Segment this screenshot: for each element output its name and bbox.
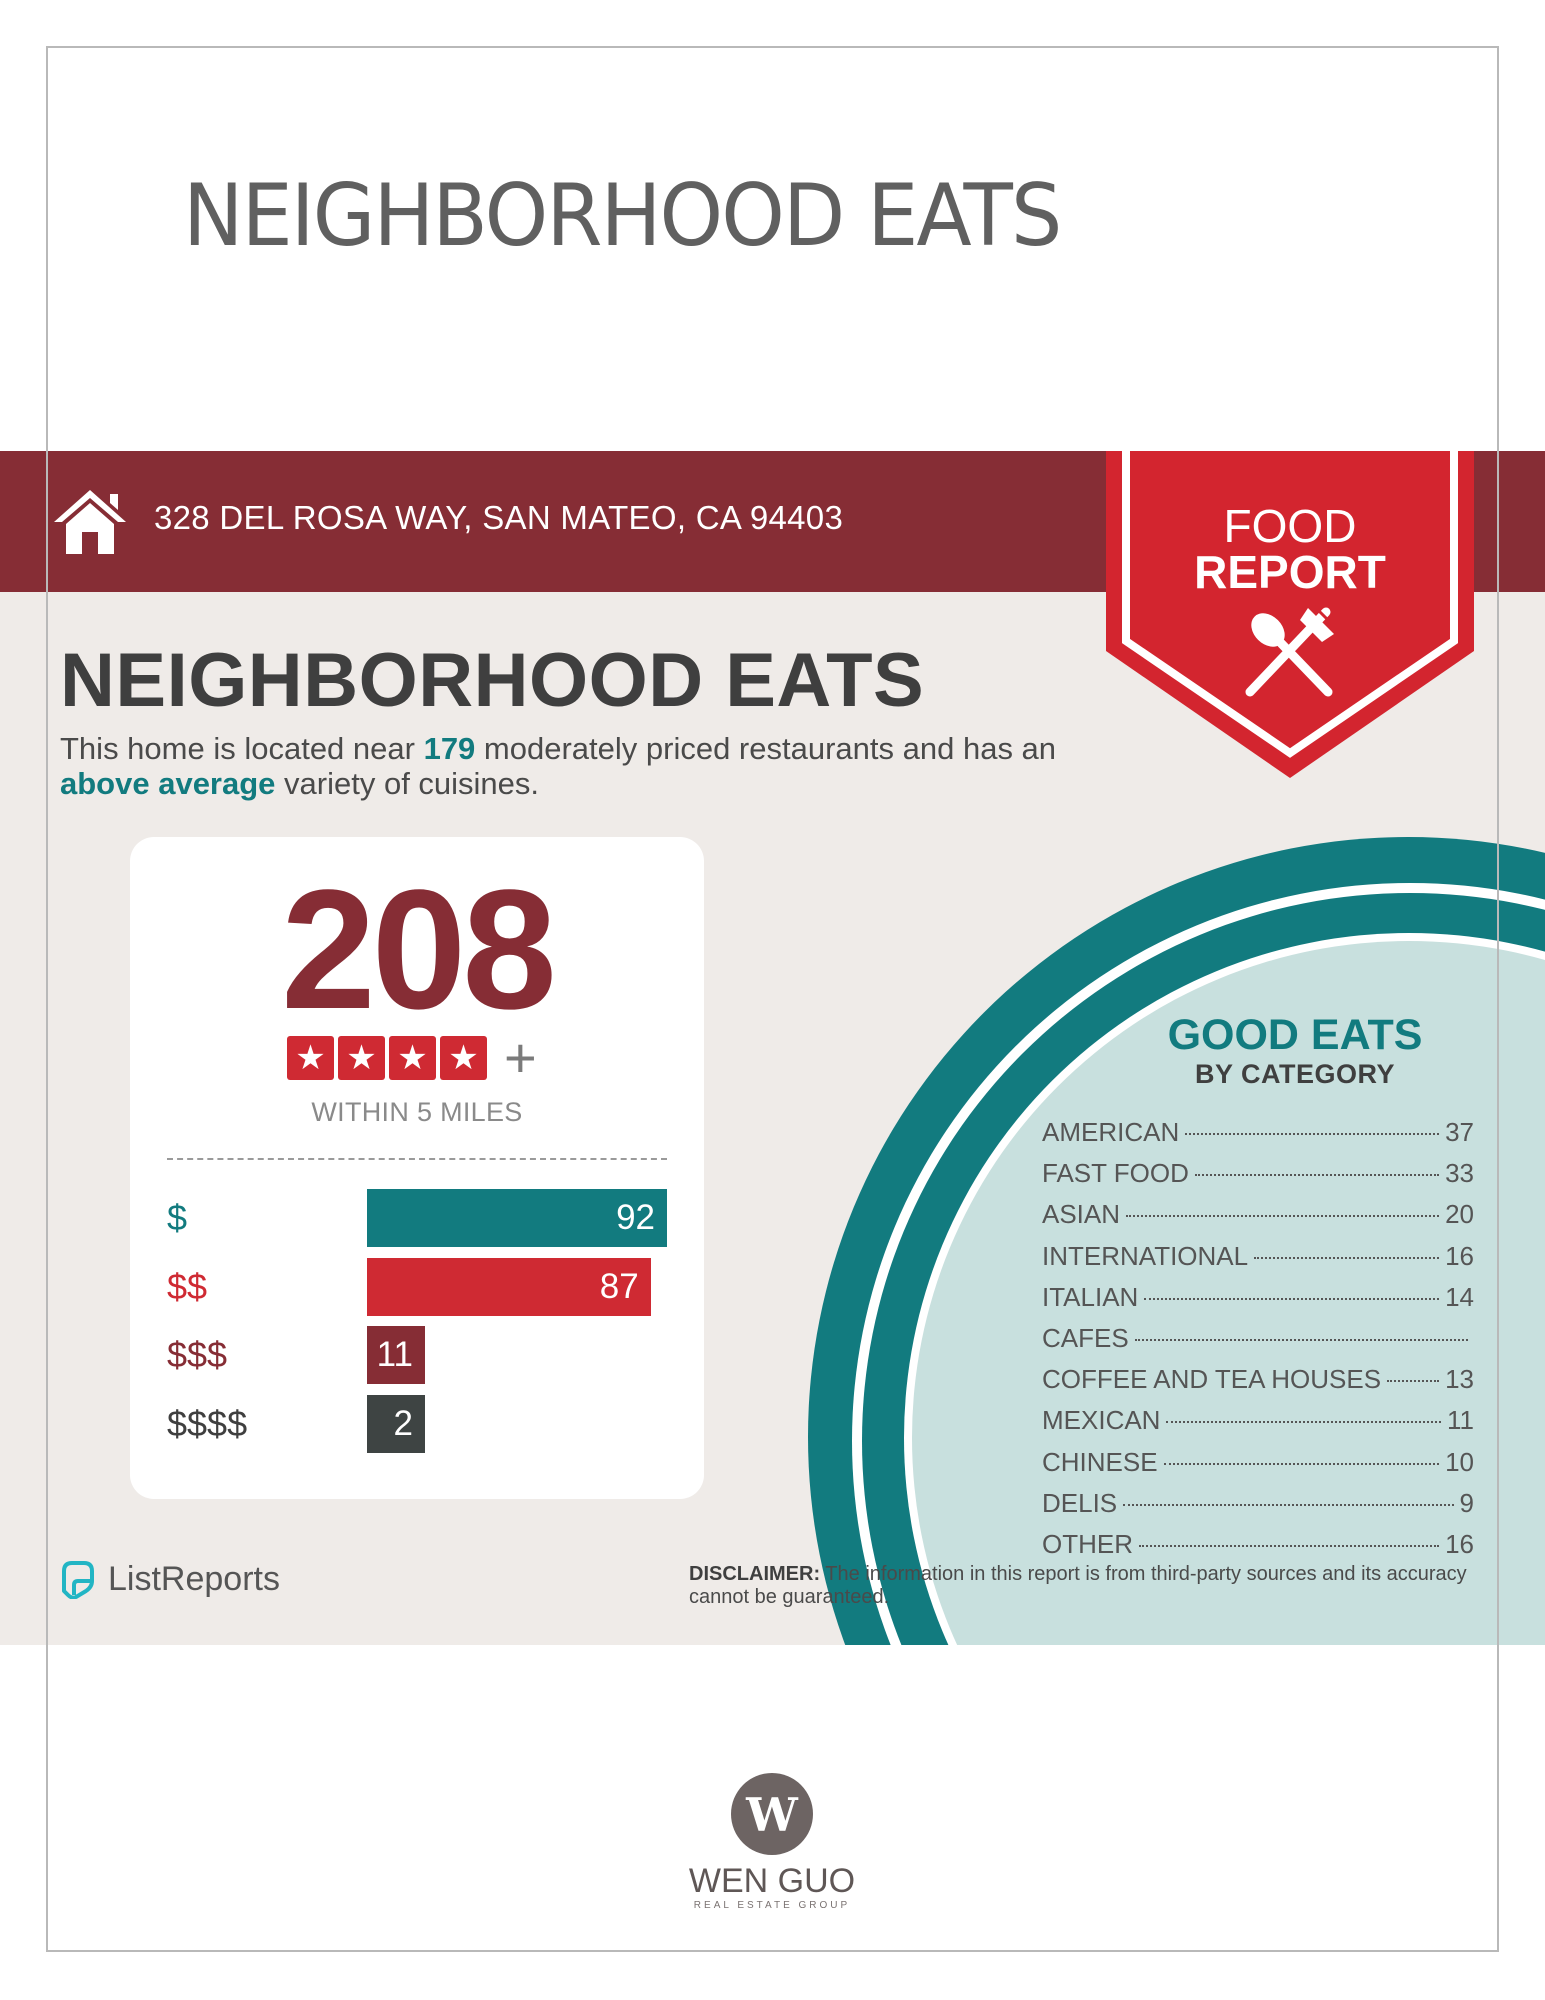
category-row: FAST FOOD 33 xyxy=(1042,1158,1474,1199)
agent-name: WEN GUO xyxy=(688,1862,856,1900)
category-count: 9 xyxy=(1459,1487,1474,1518)
page-title: NEIGHBORHOOD EATS xyxy=(183,166,1062,266)
category-row: ASIAN 20 xyxy=(1042,1199,1474,1240)
agent-logo-mark xyxy=(731,1773,813,1855)
category-leader-dots xyxy=(1126,1215,1440,1218)
category-leader-dots xyxy=(1166,1421,1441,1424)
category-row: AMERICAN 37 xyxy=(1042,1117,1474,1158)
listreports-logo: ListReports xyxy=(60,1559,280,1599)
category-name: ITALIAN xyxy=(1042,1281,1139,1312)
price-tier-label: $ xyxy=(167,1197,188,1238)
category-name: OTHER xyxy=(1042,1528,1133,1559)
summary-card: 208 ★ ★ ★ ★ + WITHIN 5 MILES $92 $$ 87 $$$ 11 $$… xyxy=(130,837,704,1499)
category-count: 14 xyxy=(1445,1281,1474,1312)
price-tier-label: $$$ xyxy=(167,1334,228,1375)
ribbon-label: FOOD REPORT xyxy=(1106,503,1474,595)
category-title: GOOD EATS xyxy=(1167,1011,1423,1059)
star-icon: ★ xyxy=(287,1036,334,1080)
category-name: MEXICAN xyxy=(1042,1405,1161,1436)
intro-part-2: moderately priced restaurants and has an xyxy=(475,731,1057,766)
price-tier-row: $$$$ 2 xyxy=(167,1394,687,1453)
category-leader-dots xyxy=(1387,1380,1440,1383)
price-tier-row: $92 xyxy=(167,1189,687,1247)
category-leader-dots xyxy=(1185,1133,1440,1135)
address-text: 328 DEL ROSA WAY, SAN MATEO, CA 94403 xyxy=(154,499,844,536)
category-row: DELIS 9 xyxy=(1042,1488,1474,1529)
intro-part-1: This home is located near xyxy=(60,731,424,766)
report-panel: 328 DEL ROSA WAY, SAN MATEO, CA 94403 FO… xyxy=(0,451,1545,1645)
disclaimer-label: DISCLAIMER: xyxy=(689,1563,821,1585)
category-name: INTERNATIONAL xyxy=(1042,1240,1249,1271)
price-tier-bar: 92 xyxy=(367,1189,667,1247)
agent-tagline: REAL ESTATE GROUP xyxy=(693,1900,851,1911)
star-icon: ★ xyxy=(389,1036,436,1080)
price-tier-row: $$ 87 xyxy=(167,1257,687,1316)
category-row: CHINESE 10 xyxy=(1042,1447,1474,1488)
category-count: 16 xyxy=(1445,1528,1474,1559)
intro-part-3: variety of cuisines. xyxy=(275,766,540,801)
plus-sign: + xyxy=(504,1026,537,1089)
category-count: 11 xyxy=(1447,1405,1474,1436)
intro-text: This home is located near 179 moderately… xyxy=(60,731,1100,801)
category-leader-dots xyxy=(1123,1503,1454,1506)
category-row: OTHER 16 xyxy=(1042,1529,1474,1570)
price-tier-bar: 2 xyxy=(367,1394,425,1453)
disclaimer: DISCLAIMER: The information in this repo… xyxy=(689,1563,1479,1609)
category-subtitle: BY CATEGORY xyxy=(1194,1059,1396,1089)
category-name: COFFEE AND TEA HOUSES xyxy=(1042,1364,1382,1395)
category-name: FAST FOOD xyxy=(1042,1158,1189,1189)
category-row: MEXICAN 11 xyxy=(1042,1405,1474,1446)
star-icon: ★ xyxy=(440,1036,487,1080)
listreports-logo-icon xyxy=(62,1561,94,1599)
category-count: 37 xyxy=(1445,1117,1474,1147)
price-tier-bar: 11 xyxy=(367,1326,425,1384)
home-icon xyxy=(54,490,126,554)
food-report-ribbon xyxy=(1106,451,1474,778)
price-tier-row: $$$ 11 xyxy=(167,1326,687,1384)
category-leader-dots xyxy=(1163,1462,1440,1465)
utensils-icon xyxy=(1245,604,1334,697)
category-leader-dots xyxy=(1139,1544,1440,1547)
category-count: 20 xyxy=(1445,1199,1474,1230)
total-restaurants: 208 xyxy=(281,855,557,1045)
ribbon-line-1: FOOD xyxy=(1223,500,1357,552)
category-count: 16 xyxy=(1445,1240,1474,1271)
price-tier-bar: 87 xyxy=(367,1257,651,1316)
category-name: CHINESE xyxy=(1042,1446,1158,1477)
category-leader-dots xyxy=(1144,1297,1440,1300)
main-heading: NEIGHBORHOOD EATS xyxy=(60,638,925,723)
category-name: CAFES xyxy=(1042,1322,1129,1353)
star-rating: ★ ★ ★ ★ xyxy=(287,1036,487,1080)
category-count: 10 xyxy=(1445,1446,1474,1477)
category-list: AMERICAN 37 FAST FOOD 33 ASIAN 20 INTERNATIONA… xyxy=(1042,1117,1474,1570)
category-name: AMERICAN xyxy=(1042,1117,1180,1147)
category-leader-dots xyxy=(1134,1338,1468,1341)
category-count: 13 xyxy=(1445,1364,1474,1395)
category-count: 33 xyxy=(1445,1158,1474,1189)
category-name: ASIAN xyxy=(1042,1199,1121,1230)
intro-count: 179 xyxy=(423,731,476,766)
category-name: DELIS xyxy=(1042,1487,1118,1518)
agent-logo-letter: W xyxy=(746,1788,798,1842)
category-row: INTERNATIONAL 16 xyxy=(1042,1241,1474,1282)
category-leader-dots xyxy=(1194,1174,1440,1177)
divider xyxy=(167,1158,667,1160)
listreports-brand: ListReports xyxy=(108,1559,280,1598)
star-icon: ★ xyxy=(338,1036,385,1080)
price-tier-label: $$ xyxy=(167,1265,208,1307)
radius-label: WITHIN 5 MILES xyxy=(311,1097,523,1127)
category-row: CAFES xyxy=(1042,1323,1474,1364)
intro-variety: above average xyxy=(60,766,276,801)
disclaimer-text: The information in this report is from t… xyxy=(689,1563,1467,1608)
category-row: COFFEE AND TEA HOUSES 13 xyxy=(1042,1364,1474,1405)
category-row: ITALIAN 14 xyxy=(1042,1282,1474,1323)
category-leader-dots xyxy=(1254,1256,1440,1259)
ribbon-line-2: REPORT xyxy=(1194,546,1386,598)
price-tier-label: $$$$ xyxy=(167,1402,248,1444)
